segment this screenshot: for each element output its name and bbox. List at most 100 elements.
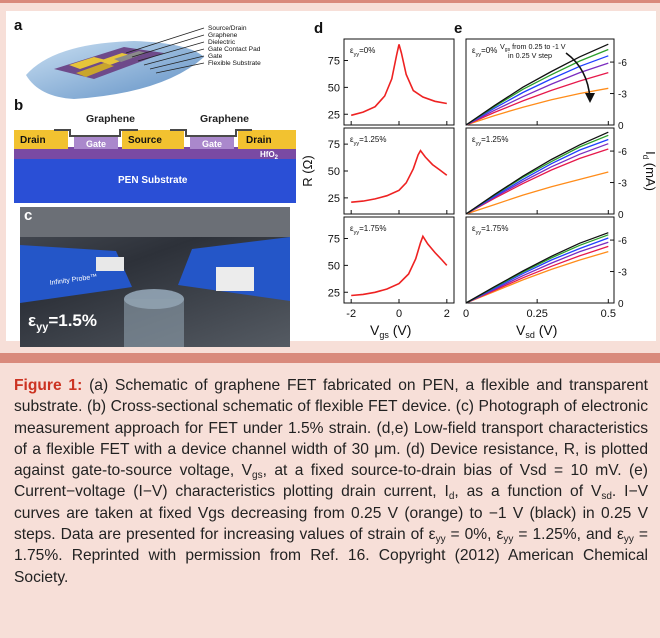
graphene-shape (114, 51, 146, 62)
panel-e-iv-curve (465, 143, 609, 215)
panel-b-letter: b (14, 97, 24, 114)
panel-d-resistance-curve (351, 149, 448, 203)
panel-e-y-tick-label: -6 (618, 236, 627, 247)
legend-gate: Gate (208, 53, 223, 60)
panel-e-annotation-arrowhead (585, 93, 595, 103)
panel-d-x-tick-label: 2 (444, 308, 450, 320)
graphene-left-label: Graphene (86, 113, 135, 125)
panel-e-iv-curve (465, 55, 609, 126)
left-probe-label (96, 257, 124, 271)
panel-e-iv-curve (465, 148, 609, 215)
panel-e-x-tick-label: 0 (463, 308, 469, 320)
panel-d-y-tick-label: 50 (328, 260, 340, 272)
panel-d-y-tick-label: 25 (328, 109, 340, 121)
figure-image: a Source/Drain (6, 11, 656, 347)
panel-d-x-tick-label: -2 (346, 308, 356, 320)
panel-e-y-tick-label: -3 (618, 90, 627, 101)
panel-d-letter: d (314, 20, 323, 37)
panel-e-x-tick-label: 0.25 (526, 308, 547, 320)
panel-e-iv-curve (465, 87, 609, 126)
source-label: Source (128, 135, 162, 146)
hfo2-layer (14, 147, 296, 159)
panel-a-letter: a (14, 17, 23, 34)
panel-e-axes-frame (465, 38, 615, 126)
panel-d-y-tick-label: 25 (328, 287, 340, 299)
panel-d-resistance-curve (350, 44, 447, 117)
panel-d-resistance-curve (351, 234, 448, 297)
gate-left-label: Gate (86, 139, 106, 149)
panel-e-iv-curve (465, 131, 609, 215)
panel-e-iv-curve (465, 71, 609, 126)
panel-d-y-tick-label: 75 (328, 139, 340, 151)
panel-e-iv-curve (465, 241, 609, 304)
legend-leaders (125, 27, 205, 74)
legend-gate-contact-pad: Gate Contact Pad (208, 46, 261, 53)
panel-e-y-tick-label: -3 (618, 179, 627, 190)
panel-e-annotation-line2: in 0.25 V step (508, 51, 552, 60)
probe-station-illustration: Infinity Probe™ (20, 207, 290, 347)
panel-e-x-axis-label: Vsd (V) (516, 322, 557, 340)
gate-right-label: Gate (202, 139, 222, 149)
drain-left-label: Drain (20, 135, 46, 146)
source-drain-pad (69, 57, 106, 69)
panel-c-strain-label: εyy=1.5% (28, 311, 98, 334)
panel-c-letter: c (24, 207, 33, 224)
panel-a-schematic: Source/Drain Graphene Dielectric Gate Co… (26, 25, 261, 99)
panel-e-y-tick-label: -3 (618, 268, 627, 279)
panel-d-strain-label: εyy=1.25% (350, 135, 386, 147)
panel-e-iv-curve (465, 237, 609, 304)
graphene-right-label: Graphene (200, 113, 249, 125)
panel-d-strain-label: εyy=1.75% (350, 224, 386, 236)
panel-d-y-tick-label: 25 (328, 193, 340, 205)
caption-divider (0, 353, 660, 363)
pen-substrate-label: PEN Substrate (118, 175, 188, 186)
panel-e-y-tick-label: -6 (618, 147, 627, 158)
panel-e-iv-curve (465, 171, 609, 215)
legend-flexible-substrate: Flexible Substrate (208, 60, 261, 67)
panel-e-strain-label: εyy=0% (472, 46, 497, 58)
gate-left-electrode (74, 137, 118, 149)
legend-dielectric: Dielectric (208, 39, 236, 46)
panel-e-letter: e (454, 20, 462, 37)
panel-d-x-axis-label: Vgs (V) (370, 322, 411, 340)
drain-right-electrode (238, 130, 296, 149)
drain-right-label: Drain (246, 135, 272, 146)
gate-contact-pad (76, 63, 114, 77)
panel-e-x-tick-label: 0.5 (601, 308, 616, 320)
pen-substrate-layer (14, 157, 296, 203)
graphene-right-channel (170, 129, 252, 137)
panel-e-iv-curve (465, 48, 609, 126)
panel-c-photograph: Infinity Probe™ (20, 207, 290, 347)
source-electrode (122, 130, 184, 149)
panel-e-y-tick-label: 0 (618, 210, 624, 221)
panel-e-y-axis-label: Id (mA) (641, 151, 656, 191)
panel-e-iv-curve (465, 138, 609, 215)
panel-e-strain-label: εyy=1.25% (472, 135, 508, 147)
panel-e-y-tick-label: 0 (618, 121, 624, 132)
panel-d-y-tick-label: 50 (328, 166, 340, 178)
panel-e-axes-frame (465, 216, 615, 304)
panel-e-iv-curve (465, 62, 609, 126)
panel-e-strain-label: εyy=1.75% (472, 224, 508, 236)
panel-e-iv-curve (465, 250, 609, 304)
panel-e-iv-curve (465, 232, 609, 304)
drain-left-electrode (14, 130, 68, 149)
panel-e-y-tick-label: 0 (618, 299, 624, 310)
legend-source-drain: Source/Drain (208, 25, 247, 32)
panel-d-strain-label: εyy=0% (350, 46, 375, 58)
gate-right-electrode (190, 137, 234, 149)
panel-d-y-tick-label: 75 (328, 234, 340, 246)
panel-d-x-tick-label: 0 (396, 308, 402, 320)
left-probe-arm (20, 245, 132, 303)
panel-e-axes-frame (465, 127, 615, 215)
legend-graphene: Graphene (208, 32, 238, 39)
panel-d-y-axis-label: R (Ω) (300, 155, 315, 186)
hfo2-label: HfO2 (260, 150, 279, 161)
panel-e-iv-curve (465, 43, 609, 126)
right-probe-label (216, 267, 254, 291)
panel-d-y-tick-label: 50 (328, 82, 340, 94)
graphene-left-channel (54, 129, 138, 137)
panel-e-y-tick-label: -6 (618, 58, 627, 69)
figure-caption: Figure 1: (a) Schematic of graphene FET … (14, 377, 649, 586)
